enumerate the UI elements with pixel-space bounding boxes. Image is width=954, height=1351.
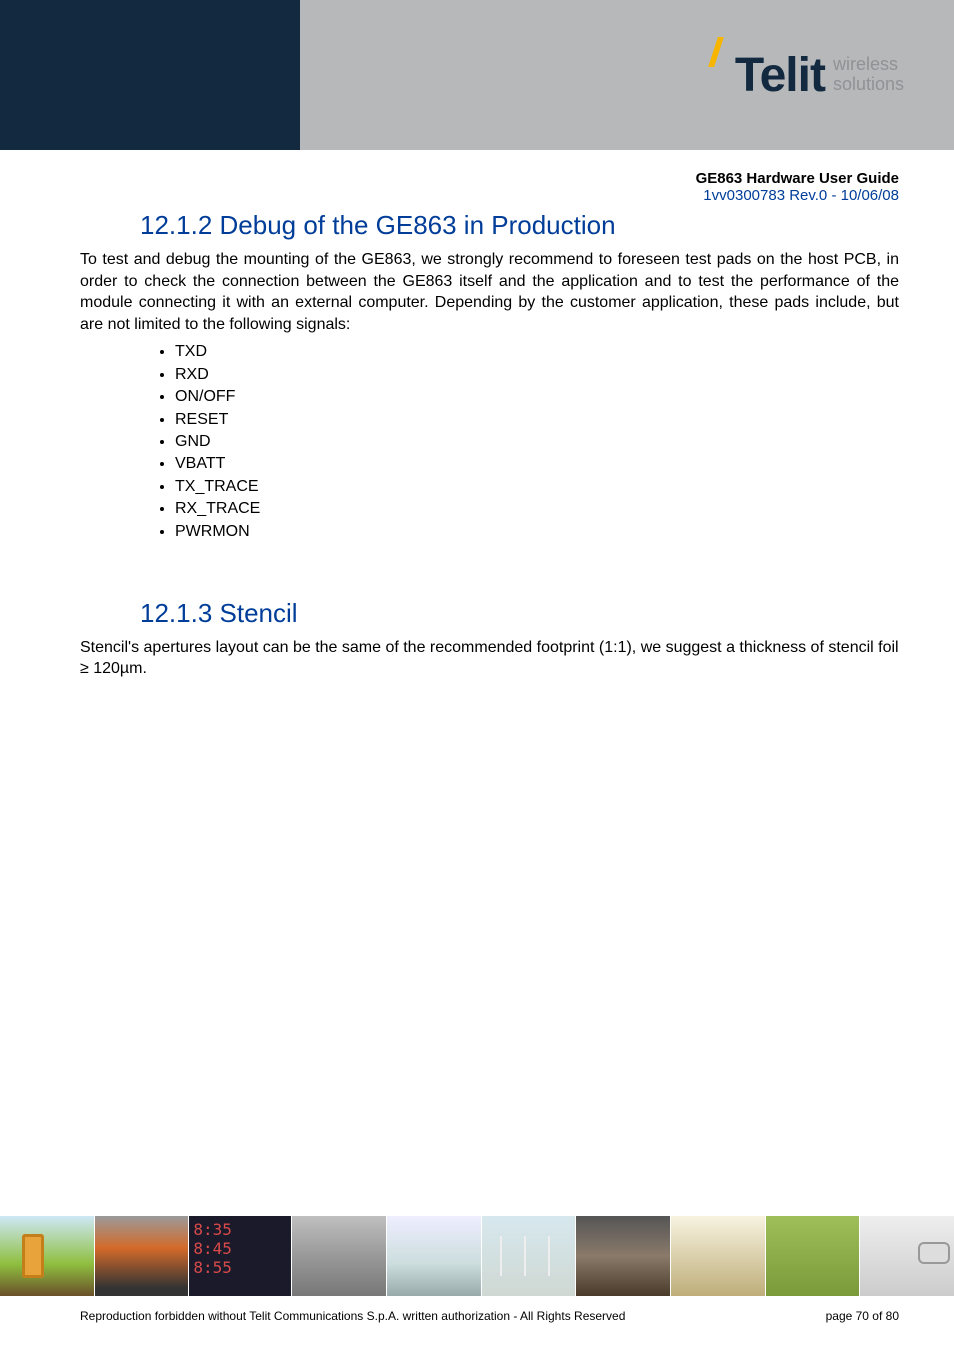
- logo-accent-icon: [707, 53, 727, 97]
- page-content: 12.1.2 Debug of the GE863 in Production …: [80, 210, 899, 686]
- header-left-block: [0, 0, 300, 150]
- list-item: VBATT: [175, 453, 899, 475]
- list-item: GND: [175, 431, 899, 453]
- document-meta: GE863 Hardware User Guide 1vv0300783 Rev…: [696, 170, 899, 204]
- footer-thumb-grass: [766, 1216, 861, 1296]
- list-item: TXD: [175, 341, 899, 363]
- footer-image-strip: 8:35 8:45 8:55: [0, 1216, 954, 1296]
- section-heading: 12.1.3 Stencil: [140, 598, 899, 629]
- footer-thumb-building: [671, 1216, 766, 1296]
- clock-time: 8:35: [193, 1220, 287, 1239]
- list-item: PWRMON: [175, 521, 899, 543]
- footer-thumb-camera: [860, 1216, 954, 1296]
- list-item: TX_TRACE: [175, 476, 899, 498]
- footer-thumb-scooter: [292, 1216, 387, 1296]
- section-paragraph: To test and debug the mounting of the GE…: [80, 249, 899, 335]
- footer-thumb-clock: 8:35 8:45 8:55: [189, 1216, 292, 1296]
- footer-legal: Reproduction forbidden without Telit Com…: [80, 1309, 625, 1323]
- list-item: RESET: [175, 409, 899, 431]
- list-item: RXD: [175, 364, 899, 386]
- list-item: ON/OFF: [175, 386, 899, 408]
- signal-list: TXD RXD ON/OFF RESET GND VBATT TX_TRACE …: [175, 341, 899, 543]
- footer-thumb-meter: [576, 1216, 671, 1296]
- brand-tagline: wireless solutions: [833, 55, 904, 95]
- clock-time: 8:55: [193, 1258, 287, 1277]
- header-right-block: Telit wireless solutions: [300, 0, 954, 150]
- list-item: RX_TRACE: [175, 498, 899, 520]
- footer-thumb-containers: [95, 1216, 190, 1296]
- brand-name: Telit: [735, 48, 825, 103]
- clock-time: 8:45: [193, 1239, 287, 1258]
- brand-logo: Telit wireless solutions: [707, 48, 904, 103]
- footer-page: page 70 of 80: [826, 1309, 899, 1323]
- footer-thumb-vending: [387, 1216, 482, 1296]
- section-paragraph: Stencil's apertures layout can be the sa…: [80, 637, 899, 680]
- section-heading: 12.1.2 Debug of the GE863 in Production: [140, 210, 899, 241]
- tagline-line: solutions: [833, 74, 904, 94]
- doc-revision: 1vv0300783 Rev.0 - 10/06/08: [696, 187, 899, 204]
- footer-line: Reproduction forbidden without Telit Com…: [80, 1309, 899, 1323]
- doc-title: GE863 Hardware User Guide: [696, 170, 899, 187]
- footer-thumb-windmills: [482, 1216, 577, 1296]
- page-header: Telit wireless solutions: [0, 0, 954, 150]
- tagline-line: wireless: [833, 54, 898, 74]
- footer-thumb-payphone: [0, 1216, 95, 1296]
